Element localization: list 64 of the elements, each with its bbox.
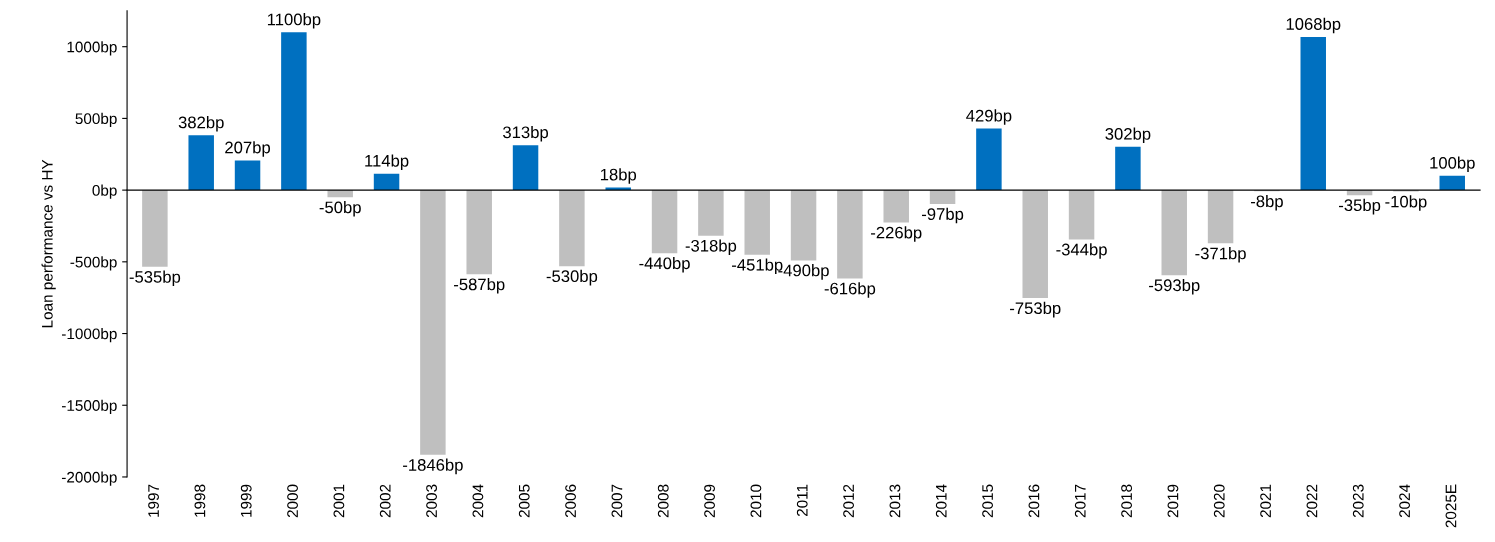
x-tick-label: 2010 xyxy=(750,484,762,518)
x-tick-label: 2020 xyxy=(1213,484,1225,518)
data-label: -1846bp xyxy=(403,458,463,475)
x-tick-label: 2023 xyxy=(1352,484,1364,518)
x-tick-label: 2012 xyxy=(843,484,854,518)
x-tick-label: 2022 xyxy=(1306,484,1318,518)
x-tick-label: 1998 xyxy=(194,484,206,517)
data-label: 1100bp xyxy=(267,13,321,29)
y-axis-title: Loan performance vs HY xyxy=(41,159,56,328)
data-label: 18bp xyxy=(600,168,637,184)
x-tick-label: 2007 xyxy=(611,484,623,518)
y-tick-label: 0bp xyxy=(92,184,117,199)
x-tick-label: 2018 xyxy=(1121,484,1133,518)
x-tick-label: 2016 xyxy=(1028,484,1040,518)
y-tick-label: -500bp xyxy=(70,256,117,271)
x-tick-label: 2000 xyxy=(287,484,298,518)
data-label: 114bp xyxy=(365,154,409,171)
data-label: -753bp xyxy=(1010,301,1061,318)
y-tick-label: 1000bp xyxy=(67,41,117,56)
data-label: -530bp xyxy=(546,269,598,286)
data-label: -371bp xyxy=(1195,247,1246,263)
x-tick-label: 2017 xyxy=(1074,484,1086,518)
data-label: 382bp xyxy=(178,116,224,132)
x-tick-label: 1999 xyxy=(240,484,252,517)
x-tick-label: 2002 xyxy=(379,484,391,518)
x-tick-label: 2019 xyxy=(1167,484,1179,518)
data-label: 100bp xyxy=(1430,156,1475,173)
x-tick-label: 2011 xyxy=(796,484,808,517)
x-tick-label: 2005 xyxy=(518,484,530,518)
data-label: 1068bp xyxy=(1286,17,1341,34)
data-label: -35bp xyxy=(1339,198,1381,215)
x-tick-label: 1997 xyxy=(148,484,159,517)
data-label: -587bp xyxy=(454,278,505,294)
data-label: 313bp xyxy=(503,125,549,142)
x-tick-label: 2008 xyxy=(657,484,669,518)
x-tick-label: 2013 xyxy=(889,484,901,518)
x-tick-label: 2021 xyxy=(1260,484,1272,518)
data-label: -97bp xyxy=(922,207,964,224)
y-tick-label: -2000bp xyxy=(61,471,117,486)
y-tick-label: 500bp xyxy=(75,112,117,128)
x-tick-label: 2014 xyxy=(935,484,947,518)
data-label: -226bp xyxy=(871,226,922,242)
data-label: -318bp xyxy=(685,239,737,255)
y-tick-label: -1500bp xyxy=(61,399,117,414)
x-tick-label: 2003 xyxy=(426,484,437,518)
data-label: -50bp xyxy=(319,201,361,217)
x-tick-label: 2015 xyxy=(982,484,993,518)
data-label: -535bp xyxy=(129,270,181,287)
data-label: 207bp xyxy=(225,141,271,157)
x-tick-label: 2001 xyxy=(333,484,345,518)
x-tick-label: 2004 xyxy=(472,484,484,518)
x-tick-label: 2009 xyxy=(704,484,715,518)
data-label: 302bp xyxy=(1105,127,1151,144)
data-label: -8bp xyxy=(1250,194,1283,211)
data-label: -593bp xyxy=(1149,278,1200,295)
data-label: -616bp xyxy=(824,282,876,298)
x-tick-label: 2006 xyxy=(565,484,576,518)
data-label: -10bp xyxy=(1385,195,1427,211)
data-label: -440bp xyxy=(639,256,690,273)
x-tick-label: 2024 xyxy=(1399,484,1411,518)
y-tick-label: -1000bp xyxy=(61,328,117,343)
x-tick-label: 2025E xyxy=(1445,484,1457,528)
data-label: -344bp xyxy=(1056,243,1107,259)
data-label: 429bp xyxy=(966,109,1012,125)
